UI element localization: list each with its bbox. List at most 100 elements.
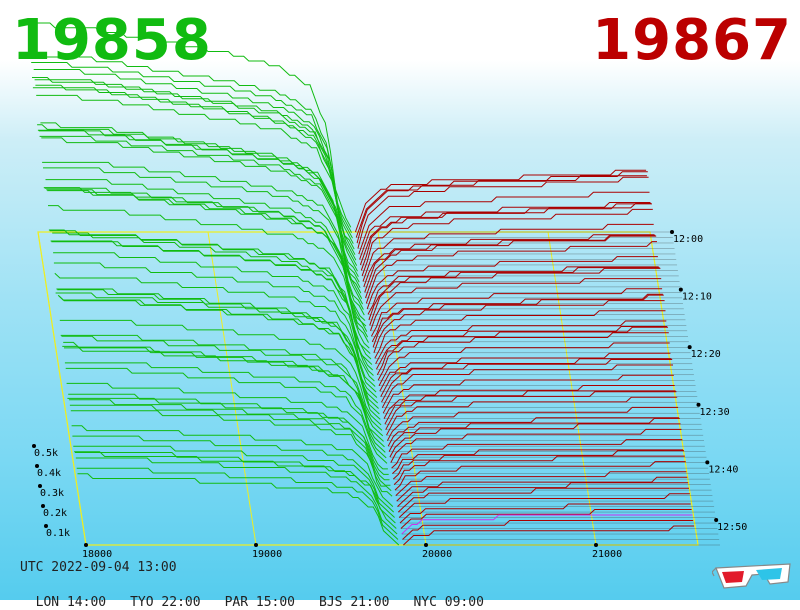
- bid-slice: [70, 410, 393, 497]
- ask-slice: [373, 300, 665, 353]
- bid-slice: [42, 161, 364, 310]
- y-tick-label: 0.4k: [37, 468, 61, 479]
- bid-slice: [34, 79, 357, 261]
- ask-slice: [399, 503, 691, 524]
- bid-slice: [53, 262, 376, 387]
- bid-slice: [41, 137, 364, 305]
- ask-slice: [401, 514, 693, 535]
- ask-slice: [375, 320, 667, 365]
- x-tick-mark: [254, 543, 258, 547]
- world-clocks: LON 14:00 TYO 22:00 PAR 15:00 BJS 21:00 NYC …: [20, 580, 508, 610]
- bid-slice: [37, 124, 359, 277]
- ask-slice: [364, 234, 656, 293]
- grid-line: [207, 231, 257, 546]
- bid-slice: [35, 84, 358, 266]
- time-tick-mark: [670, 230, 674, 234]
- y-tick-mark: [38, 484, 42, 488]
- ask-slice: [386, 396, 678, 436]
- ask-slice: [372, 294, 664, 348]
- ask-slice: [360, 203, 652, 271]
- bid-slice: [61, 335, 384, 437]
- chart-ticks: 18000 19000 20000 21000 0.1k 0.2k 0.3k 0.4k 0.5k…: [32, 230, 747, 560]
- utc-time: UTC 2022-09-04 13:00: [20, 560, 177, 575]
- x-tick-mark: [594, 543, 598, 547]
- clock-tyo: TYO 22:00: [130, 595, 201, 610]
- bid-slice: [77, 473, 400, 546]
- bid-slice: [56, 288, 379, 404]
- y-tick-label: 0.5k: [34, 448, 58, 459]
- bid-slice: [57, 289, 379, 409]
- grid-line: [37, 231, 87, 546]
- x-tick-label: 20000: [422, 549, 452, 560]
- ask-slice: [366, 256, 658, 310]
- ask-slice: [359, 202, 652, 266]
- bid-slice: [55, 292, 378, 398]
- bid-slice: [48, 205, 370, 349]
- bid-slice: [64, 362, 387, 459]
- bid-slice: [62, 345, 384, 442]
- bid-slice: [36, 94, 358, 272]
- ask-slice: [370, 278, 662, 331]
- 3d-glasses-icon[interactable]: [712, 560, 794, 594]
- bid-slice: [72, 435, 395, 513]
- clock-nyc: NYC 09:00: [413, 595, 484, 610]
- ask-slice: [396, 476, 688, 502]
- ask-slice: [358, 191, 650, 255]
- bid-slice: [69, 404, 392, 492]
- ask-slice: [356, 171, 648, 244]
- ask-slice: [359, 202, 651, 260]
- ask-slice: [363, 234, 655, 288]
- y-tick-label: 0.1k: [46, 528, 70, 539]
- bid-slice: [31, 62, 353, 239]
- clock-bjs: BJS 21:00: [319, 595, 390, 610]
- ask-slice: [384, 390, 676, 425]
- clock-par: PAR 15:00: [224, 595, 296, 610]
- ask-slice: [392, 450, 684, 480]
- ask-slice: [367, 266, 659, 315]
- ask-slice: [395, 471, 687, 496]
- ask-slice: [392, 449, 684, 474]
- bid-slice: [64, 347, 386, 453]
- bid-slice: [58, 295, 381, 420]
- time-tick-label: 12:00: [673, 234, 703, 245]
- ask-slice: [377, 332, 669, 381]
- ask-slice: [362, 223, 654, 282]
- time-tick-label: 12:10: [682, 292, 712, 303]
- time-tick-label: 12:30: [699, 407, 729, 418]
- ask-slice: [368, 267, 660, 321]
- ask-slice: [371, 293, 663, 343]
- time-tick-label: 12:40: [708, 464, 738, 475]
- y-tick-label: 0.2k: [43, 508, 67, 519]
- ask-slice: [382, 374, 674, 414]
- time-tick-mark: [678, 287, 683, 292]
- y-tick-label: 0.3k: [40, 488, 64, 499]
- bid-slice: [32, 77, 354, 244]
- bid-slice: [30, 56, 353, 233]
- bid-slice: [57, 294, 380, 415]
- time-tick-label: 12:50: [717, 522, 747, 533]
- x-tick-label: 21000: [592, 549, 622, 560]
- bid-slice: [76, 467, 399, 540]
- ask-slice: [379, 352, 671, 392]
- y-tick-mark: [35, 464, 39, 468]
- clock-lon: LON 14:00: [35, 595, 107, 610]
- time-tick-mark: [687, 345, 692, 350]
- ask-price: 19867: [592, 8, 792, 73]
- time-tick-mark: [714, 517, 719, 522]
- ask-slice: [393, 455, 685, 485]
- ask-slice: [388, 417, 680, 452]
- x-tick-label: 19000: [252, 549, 282, 560]
- bid-slice: [69, 399, 391, 486]
- bid-slice: [37, 129, 360, 283]
- bid-slice: [38, 130, 361, 288]
- ask-slice: [369, 267, 661, 326]
- ask-slice: [365, 235, 657, 299]
- ask-slice: [397, 487, 689, 513]
- bid-slice: [59, 319, 382, 426]
- ask-slice: [390, 428, 682, 463]
- bid-slice: [75, 452, 397, 529]
- bid-slice: [50, 240, 373, 365]
- ask-slice: [381, 359, 673, 403]
- ask-slice: [383, 385, 675, 419]
